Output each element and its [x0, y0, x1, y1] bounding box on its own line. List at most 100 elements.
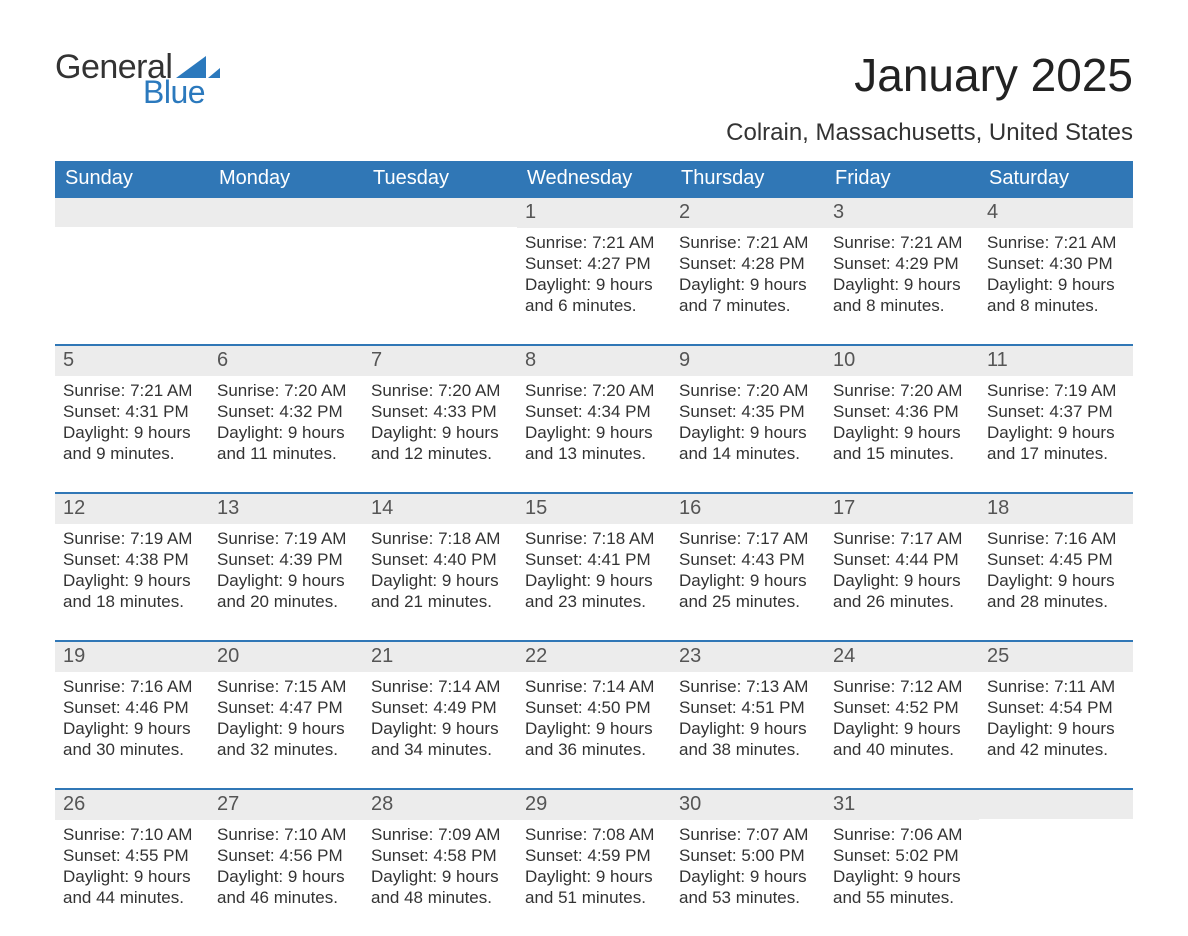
day-cell: 25Sunrise: 7:11 AMSunset: 4:54 PMDayligh… [979, 642, 1133, 788]
daylight-line: Daylight: 9 hours and 30 minutes. [63, 718, 201, 761]
day-cell: 27Sunrise: 7:10 AMSunset: 4:56 PMDayligh… [209, 790, 363, 936]
sunset-line: Sunset: 4:32 PM [217, 401, 355, 422]
sunrise-line: Sunrise: 7:10 AM [63, 824, 201, 845]
day-cell: 22Sunrise: 7:14 AMSunset: 4:50 PMDayligh… [517, 642, 671, 788]
sunrise-line: Sunrise: 7:19 AM [63, 528, 201, 549]
day-body: Sunrise: 7:09 AMSunset: 4:58 PMDaylight:… [363, 820, 517, 915]
daylight-line: Daylight: 9 hours and 48 minutes. [371, 866, 509, 909]
day-body: Sunrise: 7:14 AMSunset: 4:50 PMDaylight:… [517, 672, 671, 767]
daylight-line: Daylight: 9 hours and 51 minutes. [525, 866, 663, 909]
sunset-line: Sunset: 4:28 PM [679, 253, 817, 274]
day-cell: 16Sunrise: 7:17 AMSunset: 4:43 PMDayligh… [671, 494, 825, 640]
daylight-line: Daylight: 9 hours and 9 minutes. [63, 422, 201, 465]
title-block: January 2025 Colrain, Massachusetts, Uni… [726, 50, 1133, 147]
day-body: Sunrise: 7:10 AMSunset: 4:55 PMDaylight:… [55, 820, 209, 915]
day-cell: 1Sunrise: 7:21 AMSunset: 4:27 PMDaylight… [517, 198, 671, 344]
day-number: 8 [517, 346, 671, 376]
daylight-line: Daylight: 9 hours and 17 minutes. [987, 422, 1125, 465]
daylight-line: Daylight: 9 hours and 46 minutes. [217, 866, 355, 909]
day-body: Sunrise: 7:15 AMSunset: 4:47 PMDaylight:… [209, 672, 363, 767]
day-number: 16 [671, 494, 825, 524]
sunrise-line: Sunrise: 7:19 AM [987, 380, 1125, 401]
day-number [979, 790, 1133, 819]
day-body: Sunrise: 7:12 AMSunset: 4:52 PMDaylight:… [825, 672, 979, 767]
month-title: January 2025 [726, 50, 1133, 101]
sunrise-line: Sunrise: 7:20 AM [217, 380, 355, 401]
sunset-line: Sunset: 4:46 PM [63, 697, 201, 718]
day-cell: 30Sunrise: 7:07 AMSunset: 5:00 PMDayligh… [671, 790, 825, 936]
sunrise-line: Sunrise: 7:18 AM [525, 528, 663, 549]
day-cell: 31Sunrise: 7:06 AMSunset: 5:02 PMDayligh… [825, 790, 979, 936]
sunset-line: Sunset: 4:36 PM [833, 401, 971, 422]
day-body: Sunrise: 7:10 AMSunset: 4:56 PMDaylight:… [209, 820, 363, 915]
daylight-line: Daylight: 9 hours and 23 minutes. [525, 570, 663, 613]
sunrise-line: Sunrise: 7:10 AM [217, 824, 355, 845]
sunset-line: Sunset: 4:49 PM [371, 697, 509, 718]
day-number: 5 [55, 346, 209, 376]
daylight-line: Daylight: 9 hours and 34 minutes. [371, 718, 509, 761]
sunset-line: Sunset: 4:54 PM [987, 697, 1125, 718]
sunset-line: Sunset: 4:38 PM [63, 549, 201, 570]
daylight-line: Daylight: 9 hours and 7 minutes. [679, 274, 817, 317]
day-body: Sunrise: 7:14 AMSunset: 4:49 PMDaylight:… [363, 672, 517, 767]
day-body: Sunrise: 7:08 AMSunset: 4:59 PMDaylight:… [517, 820, 671, 915]
day-body: Sunrise: 7:20 AMSunset: 4:34 PMDaylight:… [517, 376, 671, 471]
logo: General Blue [55, 50, 220, 111]
day-cell [209, 198, 363, 344]
day-body: Sunrise: 7:19 AMSunset: 4:37 PMDaylight:… [979, 376, 1133, 471]
weeks-container: 1Sunrise: 7:21 AMSunset: 4:27 PMDaylight… [55, 198, 1133, 936]
day-cell [979, 790, 1133, 936]
daylight-line: Daylight: 9 hours and 38 minutes. [679, 718, 817, 761]
sunset-line: Sunset: 4:44 PM [833, 549, 971, 570]
day-cell: 26Sunrise: 7:10 AMSunset: 4:55 PMDayligh… [55, 790, 209, 936]
day-body: Sunrise: 7:19 AMSunset: 4:38 PMDaylight:… [55, 524, 209, 619]
sunset-line: Sunset: 4:31 PM [63, 401, 201, 422]
sunrise-line: Sunrise: 7:16 AM [63, 676, 201, 697]
daylight-line: Daylight: 9 hours and 25 minutes. [679, 570, 817, 613]
day-cell: 18Sunrise: 7:16 AMSunset: 4:45 PMDayligh… [979, 494, 1133, 640]
sunset-line: Sunset: 4:58 PM [371, 845, 509, 866]
calendar-page: General Blue January 2025 Colrain, Massa… [0, 0, 1188, 918]
sunset-line: Sunset: 4:27 PM [525, 253, 663, 274]
day-number: 10 [825, 346, 979, 376]
day-cell: 21Sunrise: 7:14 AMSunset: 4:49 PMDayligh… [363, 642, 517, 788]
sunrise-line: Sunrise: 7:19 AM [217, 528, 355, 549]
day-cell: 29Sunrise: 7:08 AMSunset: 4:59 PMDayligh… [517, 790, 671, 936]
weekday-header: Friday [825, 161, 979, 198]
day-number [209, 198, 363, 227]
sunrise-line: Sunrise: 7:07 AM [679, 824, 817, 845]
sunrise-line: Sunrise: 7:21 AM [63, 380, 201, 401]
day-cell: 4Sunrise: 7:21 AMSunset: 4:30 PMDaylight… [979, 198, 1133, 344]
day-body: Sunrise: 7:21 AMSunset: 4:28 PMDaylight:… [671, 228, 825, 323]
day-number: 17 [825, 494, 979, 524]
day-body: Sunrise: 7:20 AMSunset: 4:32 PMDaylight:… [209, 376, 363, 471]
sunrise-line: Sunrise: 7:21 AM [679, 232, 817, 253]
daylight-line: Daylight: 9 hours and 20 minutes. [217, 570, 355, 613]
day-number: 4 [979, 198, 1133, 228]
daylight-line: Daylight: 9 hours and 18 minutes. [63, 570, 201, 613]
day-body: Sunrise: 7:21 AMSunset: 4:29 PMDaylight:… [825, 228, 979, 323]
day-number: 28 [363, 790, 517, 820]
day-number: 29 [517, 790, 671, 820]
daylight-line: Daylight: 9 hours and 6 minutes. [525, 274, 663, 317]
day-cell: 6Sunrise: 7:20 AMSunset: 4:32 PMDaylight… [209, 346, 363, 492]
daylight-line: Daylight: 9 hours and 28 minutes. [987, 570, 1125, 613]
day-number: 21 [363, 642, 517, 672]
calendar-grid: SundayMondayTuesdayWednesdayThursdayFrid… [55, 161, 1133, 936]
sunset-line: Sunset: 4:41 PM [525, 549, 663, 570]
weekday-header: Wednesday [517, 161, 671, 198]
day-cell: 20Sunrise: 7:15 AMSunset: 4:47 PMDayligh… [209, 642, 363, 788]
sunrise-line: Sunrise: 7:12 AM [833, 676, 971, 697]
day-body: Sunrise: 7:17 AMSunset: 4:43 PMDaylight:… [671, 524, 825, 619]
day-number: 2 [671, 198, 825, 228]
day-number: 30 [671, 790, 825, 820]
day-number: 12 [55, 494, 209, 524]
weekday-header: Tuesday [363, 161, 517, 198]
sunrise-line: Sunrise: 7:18 AM [371, 528, 509, 549]
sunset-line: Sunset: 4:33 PM [371, 401, 509, 422]
daylight-line: Daylight: 9 hours and 26 minutes. [833, 570, 971, 613]
sunset-line: Sunset: 4:45 PM [987, 549, 1125, 570]
daylight-line: Daylight: 9 hours and 36 minutes. [525, 718, 663, 761]
day-cell: 14Sunrise: 7:18 AMSunset: 4:40 PMDayligh… [363, 494, 517, 640]
header: General Blue January 2025 Colrain, Massa… [55, 50, 1133, 147]
